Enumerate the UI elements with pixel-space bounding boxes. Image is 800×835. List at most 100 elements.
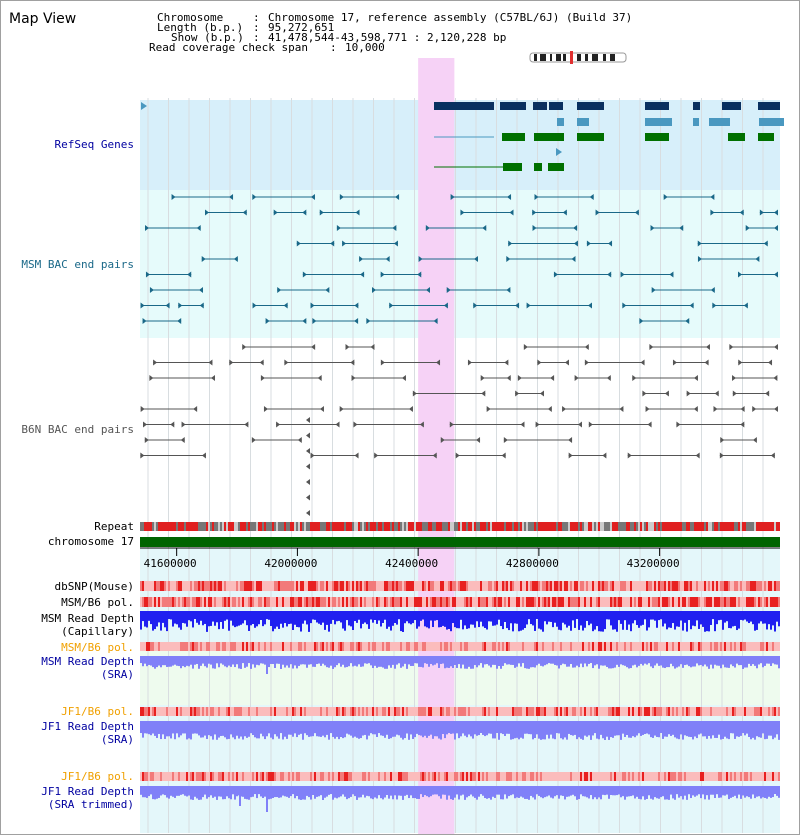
track-label-jf1-b6-pol-sra[interactable]: JF1/B6 pol.	[61, 705, 134, 718]
msm-depth-sra-bar	[364, 656, 366, 664]
jf1-depth-sra-bar	[314, 721, 316, 734]
jf1-depth-sra-bar	[550, 721, 552, 735]
track-label-b6n-bac[interactable]: B6N BAC end pairs	[21, 423, 134, 436]
track-label-dbsnp[interactable]: dbSNP(Mouse)	[54, 580, 134, 593]
msm-depth-capillary-bar	[382, 611, 384, 624]
jf1-b6-pol-heat-cell	[580, 707, 582, 716]
repeat-segment	[688, 522, 690, 531]
b6n-bac-pair-end	[602, 452, 607, 459]
msm-b6-pol-heat-cell	[752, 597, 754, 607]
jf1-depth-sra-bar	[374, 721, 376, 735]
track-label-repeat[interactable]: Repeat	[94, 520, 134, 533]
msm-depth-capillary-bar	[712, 611, 714, 620]
dbsnp-heat-cell	[452, 581, 454, 591]
jf1-depth-sra-bar	[426, 721, 428, 738]
dbsnp-heat-cell	[700, 581, 702, 591]
repeat-segment	[678, 522, 680, 531]
b6n-bac-pair-end	[719, 452, 724, 459]
msm-depth-capillary-bar	[150, 611, 152, 625]
jf1-depth-trimmed-bar	[400, 786, 402, 796]
msm-depth-sra-bar	[652, 656, 654, 669]
jf1-b6-pol-heat-cell	[214, 707, 216, 716]
jf1-depth-sra-bar	[764, 721, 766, 740]
dbsnp-heat-cell	[434, 581, 436, 591]
track-label-jf1-b6-pol-trimmed[interactable]: JF1/B6 pol.	[61, 770, 134, 783]
msm-b6-pol-heat-cell	[558, 597, 560, 607]
track-label-msm-bac[interactable]: MSM BAC end pairs	[21, 258, 134, 271]
msm-depth-sra-bar	[554, 656, 556, 665]
track-label-refseq[interactable]: RefSeq Genes	[54, 138, 134, 151]
msm-b6-pol-heat-cell	[684, 597, 686, 607]
jf1-depth-trimmed-bar	[566, 786, 568, 797]
track-label-chromosome[interactable]: chromosome 17	[47, 535, 134, 548]
jf1-b6-pol-trim-heat-cell	[516, 772, 518, 781]
jf1-depth-trimmed-bar	[200, 786, 202, 800]
jf1-depth-trimmed-bar	[450, 786, 452, 800]
msm-depth-sra-bar	[594, 656, 596, 666]
dbsnp-heat-cell	[266, 581, 268, 591]
track-label-msm-depth-sra[interactable]: MSM Read Depth	[41, 655, 134, 668]
msm-b6-pol-sra-heat-cell	[534, 642, 536, 651]
track-label-jf1-depth-sra[interactable]: JF1 Read Depth	[41, 720, 134, 733]
repeat-segment	[168, 522, 170, 531]
track-label-msm-b6-pol-sra[interactable]: MSM/B6 pol.	[61, 641, 134, 654]
dbsnp-heat-cell	[368, 581, 370, 591]
msm-b6-pol-heat-cell	[554, 597, 556, 607]
msm-b6-pol-sra-heat-cell	[274, 642, 276, 651]
msm-b6-pol-heat-cell	[232, 597, 234, 607]
jf1-depth-sra-bar	[468, 721, 470, 735]
jf1-depth-trimmed-bar	[230, 786, 232, 800]
jf1-depth-trimmed-bar	[260, 786, 262, 797]
msm-depth-capillary-bar	[548, 611, 550, 622]
msm-b6-pol-sra-heat-cell	[650, 642, 652, 651]
track-label-msm-b6-pol-capillary[interactable]: MSM/B6 pol.	[61, 596, 134, 609]
msm-depth-sra-bar	[580, 656, 582, 664]
jf1-depth-sra-bar	[642, 721, 644, 735]
jf1-depth-trimmed-bar	[352, 786, 354, 795]
jf1-depth-sra-bar	[328, 721, 330, 740]
msm-depth-sra-bar	[732, 656, 734, 667]
msm-bac-pair-end	[302, 271, 307, 278]
msm-b6-pol-sra-heat-cell	[236, 642, 238, 651]
msm-b6-pol-sra-heat-cell	[298, 642, 300, 651]
track-label-jf1-depth-trimmed[interactable]: JF1 Read Depth	[41, 785, 134, 798]
msm-b6-pol-sra-heat-cell	[318, 642, 320, 651]
msm-b6-pol-heat-cell	[618, 597, 620, 607]
msm-depth-sra-bar	[558, 656, 560, 669]
dbsnp-heat-cell	[598, 581, 600, 591]
jf1-b6-pol-heat-cell	[626, 707, 628, 716]
msm-depth-capillary-bar	[482, 611, 484, 627]
dbsnp-heat-cell	[716, 581, 718, 591]
jf1-depth-sra-bar	[266, 721, 268, 737]
b6n-bac-pair-end	[550, 375, 555, 381]
jf1-depth-trimmed-bar	[168, 786, 170, 799]
msm-bac-pair-end	[509, 209, 514, 216]
jf1-b6-pol-trim-heat-cell	[488, 772, 490, 781]
dbsnp-heat-cell	[776, 581, 778, 591]
jf1-b6-pol-trim-heat-cell	[270, 772, 272, 781]
jf1-depth-sra-bar	[494, 721, 496, 739]
jf1-depth-trimmed-bar	[296, 786, 298, 797]
track-label-msm-depth-capillary[interactable]: MSM Read Depth	[41, 612, 134, 625]
msm-bac-pair-end	[339, 194, 344, 200]
repeat-segment	[274, 522, 276, 531]
repeat-segment	[468, 522, 470, 531]
msm-b6-pol-sra-heat-cell	[634, 642, 636, 651]
jf1-b6-pol-heat-cell	[176, 707, 178, 716]
jf1-depth-trimmed-bar	[494, 786, 496, 798]
repeat-segment	[366, 522, 368, 531]
jf1-depth-sra-bar	[674, 721, 676, 738]
jf1-b6-pol-heat-cell	[594, 707, 596, 716]
repeat-segment	[748, 522, 750, 531]
msm-depth-sra-bar	[524, 656, 526, 669]
msm-b6-pol-heat-cell	[470, 597, 472, 607]
dbsnp-heat-cell	[744, 581, 746, 591]
jf1-b6-pol-trim-heat-cell	[350, 772, 352, 781]
dbsnp-heat-cell	[738, 581, 740, 591]
jf1-b6-pol-trim-heat-cell	[730, 772, 732, 781]
jf1-b6-pol-heat-cell	[540, 707, 542, 716]
dbsnp-heat-cell	[420, 581, 422, 591]
msm-depth-capillary-bar	[342, 611, 344, 629]
msm-b6-pol-sra-heat-cell	[284, 642, 286, 651]
